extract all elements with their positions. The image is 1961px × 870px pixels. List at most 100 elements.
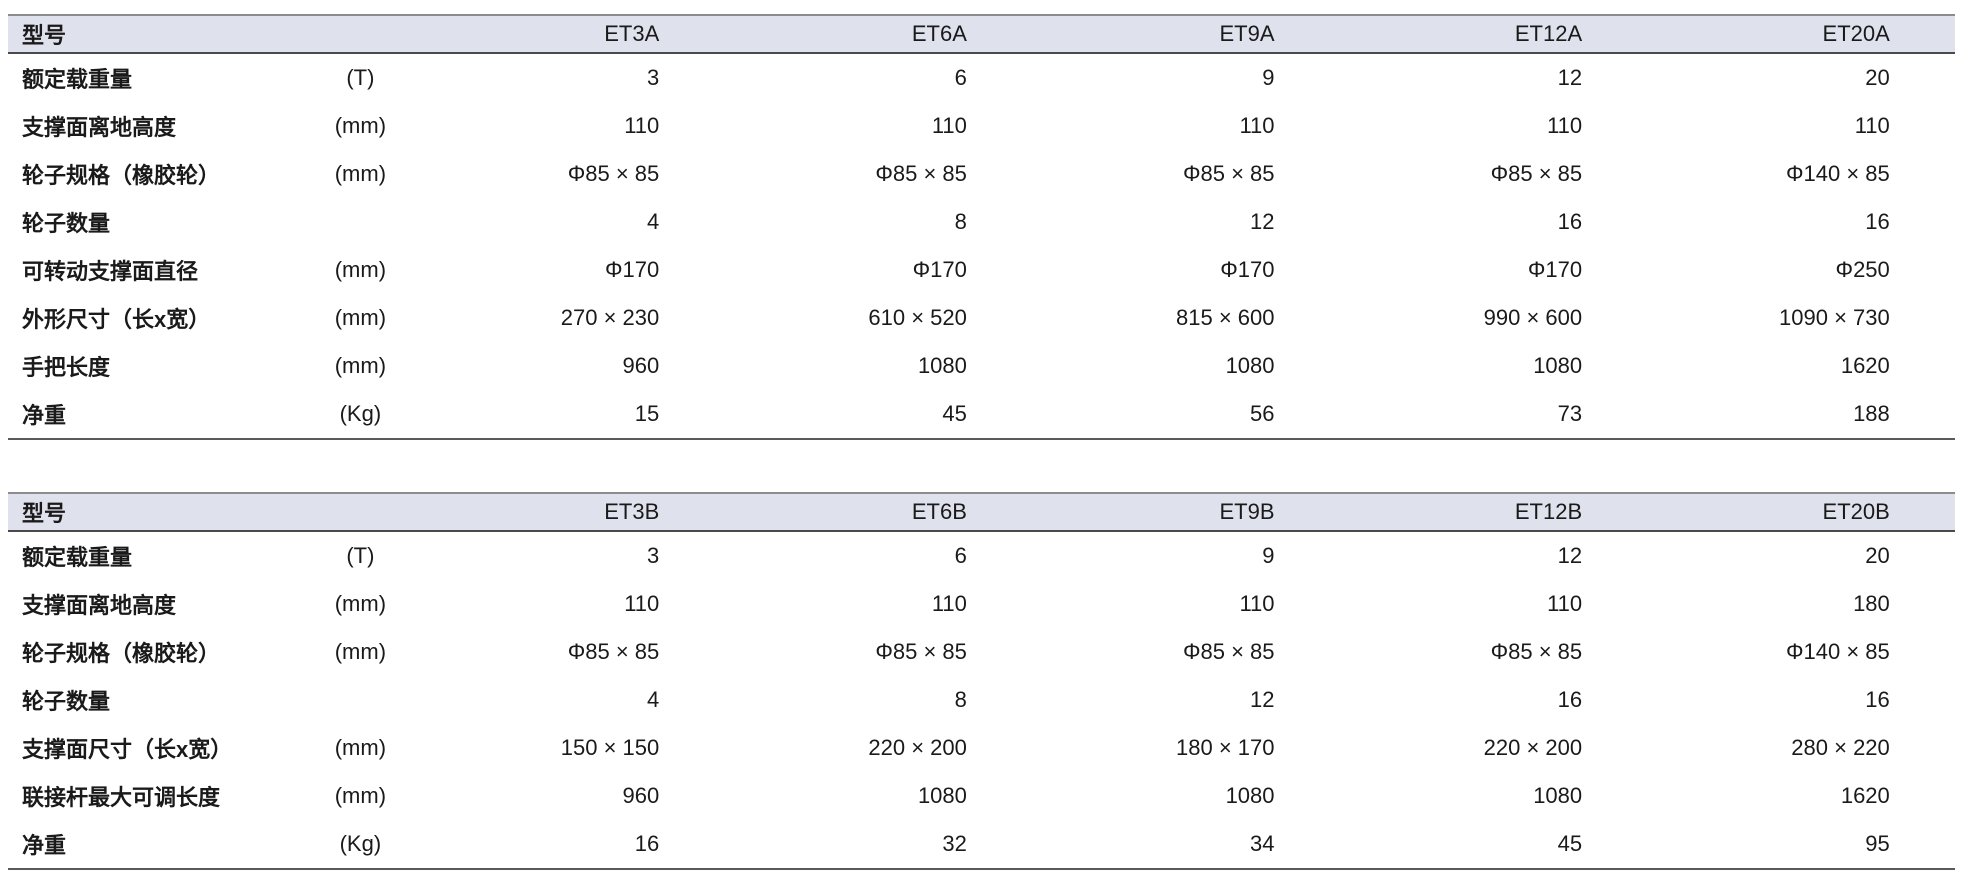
row-value: Φ85 × 85 (1490, 161, 1583, 186)
row-value: 32 (942, 831, 967, 856)
row-label: 额定载重量 (22, 545, 133, 570)
model-name-header: ET9A (1032, 15, 1340, 54)
model-label-header: 型号 (8, 15, 304, 54)
row-value: 56 (1250, 401, 1275, 426)
row-value: 34 (1250, 831, 1275, 856)
row-value: 20 (1865, 543, 1890, 568)
row-value: 110 (1239, 113, 1275, 138)
row-unit: (mm) (334, 639, 387, 664)
table-header-row: 型号 ET3A ET6A ET9A ET12A ET20A (8, 15, 1955, 54)
row-value: 20 (1865, 65, 1890, 90)
row-unit: (mm) (334, 257, 387, 282)
row-unit: (Kg) (339, 401, 382, 426)
row-value: 188 (1853, 401, 1890, 426)
row-value: 1080 (917, 353, 967, 378)
spec-row: 手把长度 (mm) 960 1080 1080 1080 1620 (8, 342, 1955, 390)
row-value: 110 (931, 591, 967, 616)
row-unit: (mm) (334, 305, 387, 330)
row-value: Φ140 × 85 (1785, 639, 1890, 664)
row-value: 1080 (917, 783, 967, 808)
model-name-header: ET6B (724, 493, 1033, 532)
row-value: 110 (1547, 113, 1583, 138)
row-value: Φ85 × 85 (567, 161, 660, 186)
model-name-header: ET6A (724, 15, 1033, 54)
row-value: 1080 (1225, 353, 1275, 378)
row-value: 4 (647, 687, 660, 712)
spec-row: 净重 (Kg) 16 32 34 45 95 (8, 820, 1955, 869)
row-unit: (mm) (334, 161, 387, 186)
spec-table-series-a: 型号 ET3A ET6A ET9A ET12A ET20A 额定载重量 (T) 3 6… (8, 14, 1955, 440)
row-value: 45 (1557, 831, 1583, 856)
row-value: 16 (1865, 209, 1890, 234)
row-unit: (mm) (334, 783, 387, 808)
row-label: 可转动支撑面直径 (22, 259, 199, 284)
model-name-header: ET9B (1032, 493, 1340, 532)
model-name-header: ET3A (416, 15, 725, 54)
row-value: Φ170 (1527, 257, 1583, 282)
row-unit: (mm) (334, 113, 387, 138)
row-label: 支撑面离地高度 (22, 593, 177, 618)
row-value: 280 × 220 (1791, 735, 1890, 760)
spec-row: 额定载重量 (T) 3 6 9 12 20 (8, 53, 1955, 102)
spec-row: 轮子数量 4 8 12 16 16 (8, 676, 1955, 724)
row-value: 3 (647, 543, 660, 568)
row-value: 6 (954, 543, 967, 568)
row-value: 8 (954, 209, 967, 234)
row-value: Φ85 × 85 (875, 639, 967, 664)
row-value: Φ140 × 85 (1785, 161, 1890, 186)
model-name-header: ET12A (1339, 15, 1648, 54)
row-label: 轮子规格（橡胶轮） (22, 163, 221, 188)
row-value: 12 (1557, 65, 1583, 90)
row-value: 270 × 230 (560, 305, 660, 330)
row-value: 8 (954, 687, 967, 712)
spec-row: 额定载重量 (T) 3 6 9 12 20 (8, 531, 1955, 580)
row-value: 12 (1557, 543, 1583, 568)
row-value: Φ170 (1220, 257, 1275, 282)
model-name-header: ET3B (416, 493, 725, 532)
spec-row: 轮子数量 4 8 12 16 16 (8, 198, 1955, 246)
row-label: 联接杆最大可调长度 (22, 785, 221, 810)
row-value: Φ85 × 85 (1182, 161, 1275, 186)
row-value: 6 (954, 65, 967, 90)
row-label: 净重 (22, 403, 67, 428)
unit-column-header (303, 15, 417, 54)
spec-row: 联接杆最大可调长度 (mm) 960 1080 1080 1080 1620 (8, 772, 1955, 820)
row-value: 1080 (1533, 783, 1583, 808)
row-value: Φ170 (605, 257, 660, 282)
spec-row: 支撑面尺寸（长x宽） (mm) 150 × 150 220 × 200 180 × 17… (8, 724, 1955, 772)
row-value: 110 (624, 591, 660, 616)
row-value: 12 (1250, 687, 1275, 712)
spec-row: 支撑面离地高度 (mm) 110 110 110 110 180 (8, 580, 1955, 628)
row-value: 1620 (1840, 353, 1890, 378)
row-value: Φ250 (1835, 257, 1890, 282)
row-value: Φ85 × 85 (567, 639, 660, 664)
row-unit: (T) (346, 543, 375, 568)
row-value: 610 × 520 (868, 305, 967, 330)
table-header-row: 型号 ET3B ET6B ET9B ET12B ET20B (8, 493, 1955, 532)
spec-row: 支撑面离地高度 (mm) 110 110 110 110 110 (8, 102, 1955, 150)
row-unit: (Kg) (339, 831, 382, 856)
spec-row: 可转动支撑面直径 (mm) Φ170 Φ170 Φ170 Φ170 Φ250 (8, 246, 1955, 294)
row-value: 73 (1557, 401, 1583, 426)
row-label: 轮子规格（橡胶轮） (22, 641, 221, 666)
row-unit: (mm) (334, 591, 387, 616)
row-value: 12 (1250, 209, 1275, 234)
row-value: 220 × 200 (1483, 735, 1583, 760)
model-name-header: ET12B (1339, 493, 1648, 532)
row-value: 3 (647, 65, 660, 90)
row-unit (304, 676, 417, 724)
row-value: 45 (942, 401, 967, 426)
row-label: 手把长度 (22, 355, 111, 380)
row-value: 1080 (1225, 783, 1275, 808)
row-value: 1090 × 730 (1779, 305, 1890, 330)
row-value: 960 (622, 353, 660, 378)
spec-row: 净重 (Kg) 15 45 56 73 188 (8, 390, 1955, 439)
row-value: 9 (1262, 543, 1275, 568)
row-unit: (mm) (334, 353, 387, 378)
row-value: 9 (1262, 65, 1275, 90)
row-unit: (T) (346, 65, 375, 90)
spec-row: 轮子规格（橡胶轮） (mm) Φ85 × 85 Φ85 × 85 Φ85 × 85 Φ85… (8, 628, 1955, 676)
spec-row: 外形尺寸（长x宽） (mm) 270 × 230 610 × 520 815 × 600… (8, 294, 1955, 342)
row-value: 110 (1239, 591, 1275, 616)
